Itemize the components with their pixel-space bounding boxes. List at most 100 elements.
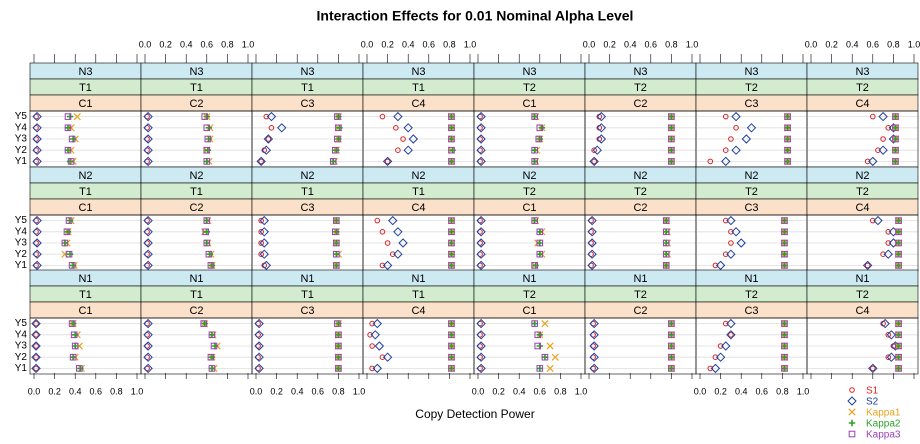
marker-kappa3 xyxy=(202,228,210,236)
marker-kappa2 xyxy=(61,239,69,247)
marker-kappa3 xyxy=(536,124,544,132)
strip-label: C4 xyxy=(855,98,869,110)
marker-s2 xyxy=(382,260,393,271)
x-tick-label: 0.4 xyxy=(180,39,193,49)
marker-s2 xyxy=(868,363,878,374)
marker-s2 xyxy=(398,238,408,248)
marker-s2 xyxy=(726,330,736,340)
marker-kappa2 xyxy=(892,147,899,154)
marker-kappa3 xyxy=(531,217,538,224)
marker-s2 xyxy=(382,352,393,362)
marker-kappa1 xyxy=(546,342,554,350)
marker-s1 xyxy=(870,217,876,224)
x-tick-label: 0.0 xyxy=(361,39,374,49)
marker-kappa2 xyxy=(208,331,216,338)
marker-kappa3 xyxy=(535,135,543,143)
marker-kappa3 xyxy=(448,331,455,339)
marker-s1 xyxy=(722,217,729,224)
marker-s1 xyxy=(870,365,876,372)
marker-kappa3 xyxy=(203,124,211,132)
marker-s2 xyxy=(596,111,607,122)
marker-s2 xyxy=(388,215,398,226)
marker-s2 xyxy=(256,156,266,167)
marker-s2 xyxy=(878,111,888,122)
marker-s2 xyxy=(32,260,42,271)
marker-kappa3 xyxy=(668,113,675,120)
marker-s1 xyxy=(384,240,391,246)
marker-kappa3 xyxy=(64,146,72,154)
x-tick-label: 0.2 xyxy=(381,39,394,49)
marker-kappa3 xyxy=(448,365,455,372)
strip-label: N1 xyxy=(78,273,92,285)
marker-s1 xyxy=(33,332,39,338)
marker-s2 xyxy=(143,260,153,271)
y-tick-label: Y2 xyxy=(15,145,28,156)
marker-kappa2 xyxy=(536,251,543,258)
marker-kappa3 xyxy=(668,124,675,132)
marker-kappa3 xyxy=(448,320,455,327)
marker-s2 xyxy=(32,215,42,226)
marker-kappa3 xyxy=(895,320,902,327)
marker-kappa3 xyxy=(892,146,899,154)
marker-s2 xyxy=(746,123,757,133)
x-tick-label: 0.2 xyxy=(714,386,727,396)
x-tick-label: 0.8 xyxy=(332,386,345,396)
marker-kappa3 xyxy=(205,250,213,258)
marker-kappa3 xyxy=(531,113,538,120)
marker-kappa2 xyxy=(663,262,670,269)
marker-kappa3 xyxy=(895,331,902,339)
marker-s1 xyxy=(33,354,39,361)
marker-kappa2 xyxy=(448,228,455,235)
y-tick-label: Y5 xyxy=(15,215,28,226)
marker-kappa2 xyxy=(448,239,455,247)
marker-s2 xyxy=(32,134,42,144)
marker-s2 xyxy=(32,145,42,155)
marker-s2 xyxy=(143,134,153,144)
marker-s2 xyxy=(596,123,607,133)
marker-kappa3 xyxy=(781,239,788,247)
x-tick-label: 0.0 xyxy=(472,386,485,396)
legend-label: Kappa3 xyxy=(866,430,901,441)
chart-title: Interaction Effects for 0.01 Nominal Alp… xyxy=(317,8,634,24)
marker-s2 xyxy=(731,227,741,237)
marker-kappa3 xyxy=(64,124,72,132)
x-tick-label: 0.4 xyxy=(513,386,526,396)
marker-kappa3 xyxy=(892,135,899,143)
x-tick-label: 0.6 xyxy=(867,39,880,49)
marker-kappa2 xyxy=(541,354,549,361)
y-tick-label: Y4 xyxy=(15,329,28,340)
strip-label: T1 xyxy=(79,82,92,94)
marker-kappa2 xyxy=(668,331,675,338)
strip-label: N3 xyxy=(633,66,647,78)
marker-kappa3 xyxy=(895,239,902,247)
x-tick-label: 0.6 xyxy=(90,386,103,396)
marker-s2 xyxy=(143,145,153,155)
marker-s1 xyxy=(875,147,881,153)
marker-s2 xyxy=(32,123,42,133)
marker-s1 xyxy=(707,158,714,165)
marker-s1 xyxy=(870,113,876,120)
marker-s2 xyxy=(476,145,486,155)
x-tick-label: 0.4 xyxy=(291,386,304,396)
strip-label: T1 xyxy=(79,289,92,301)
marker-s2 xyxy=(721,156,731,167)
marker-s2 xyxy=(726,318,736,329)
strip-label: N3 xyxy=(189,66,203,78)
marker-s2 xyxy=(715,352,726,362)
strip-label: C2 xyxy=(189,98,203,110)
strip-label: T2 xyxy=(856,82,869,94)
strip-label: C4 xyxy=(411,202,425,214)
marker-s2 xyxy=(31,341,41,351)
marker-s1 xyxy=(374,217,381,224)
marker-kappa3 xyxy=(895,262,902,269)
strip-label: N2 xyxy=(522,170,536,182)
x-tick-label: 1.0 xyxy=(686,39,699,49)
marker-kappa2 xyxy=(448,331,455,338)
marker-kappa2 xyxy=(781,228,788,235)
marker-kappa2 xyxy=(203,217,210,224)
marker-s2 xyxy=(382,156,393,167)
marker-kappa3 xyxy=(895,353,902,361)
marker-s2 xyxy=(878,145,888,155)
marker-s2 xyxy=(589,330,599,340)
marker-kappa3 xyxy=(531,262,538,269)
